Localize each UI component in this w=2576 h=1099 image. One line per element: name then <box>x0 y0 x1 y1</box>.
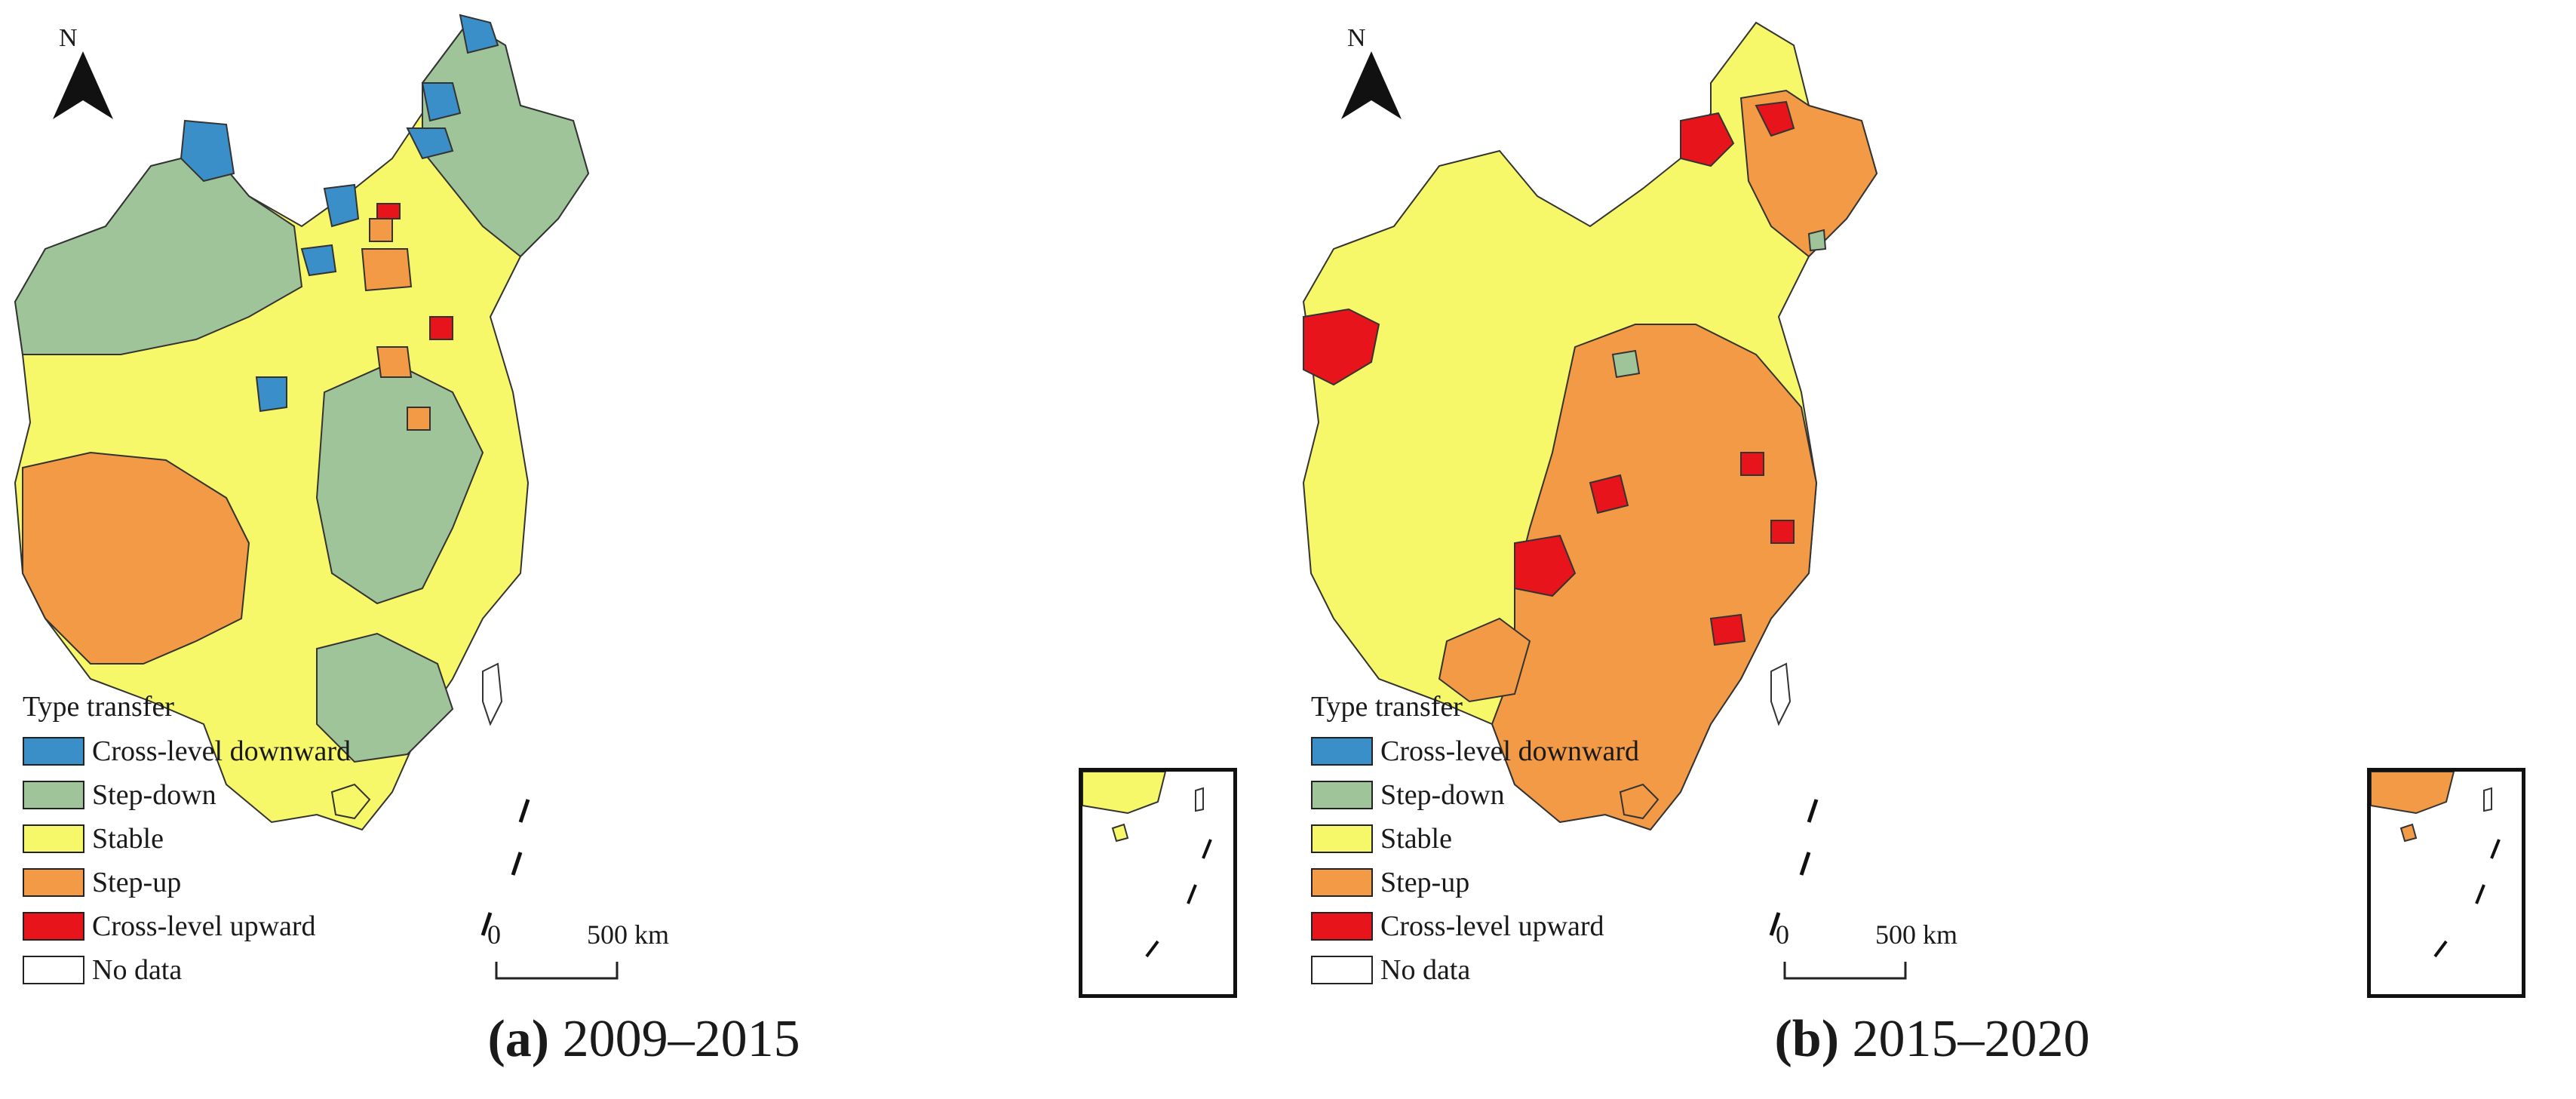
north-label: N <box>59 24 78 52</box>
scale-start: 0 <box>487 919 501 950</box>
island-hainan <box>1619 783 1660 820</box>
region-central <box>315 361 484 605</box>
legend-swatch <box>1311 737 1373 766</box>
patch-blue-3 <box>421 82 462 122</box>
china-map-a <box>14 14 590 936</box>
legend-item: Stable <box>1311 817 1639 861</box>
legend-item: Cross-level upward <box>1311 904 1639 948</box>
legend-item: Cross-level downward <box>1311 729 1639 773</box>
legend: Type transfer Cross-level downward Step-… <box>1311 690 1639 992</box>
scale-bar <box>1783 962 1907 980</box>
patch-green-1 <box>1611 349 1641 379</box>
legend-swatch <box>1311 912 1373 941</box>
patch-blue-6 <box>300 244 337 277</box>
patch-blue-2 <box>459 14 499 54</box>
region-tibet-south <box>1438 617 1531 703</box>
legend-item: Step-up <box>23 861 351 904</box>
legend-swatch <box>23 912 84 941</box>
region-northeast <box>422 21 590 258</box>
region-south <box>316 632 454 763</box>
island-taiwan <box>1770 662 1792 726</box>
caption-period: 2009–2015 <box>562 1010 800 1068</box>
patch-red-central <box>1589 474 1629 514</box>
north-arrow-icon <box>53 51 113 119</box>
region-xinjiang <box>14 149 303 355</box>
scale-start: 0 <box>1776 919 1789 950</box>
legend-item: Step-down <box>23 773 351 817</box>
legend-swatch <box>1311 781 1373 809</box>
patch-red-east-1 <box>1740 452 1764 476</box>
scale-end: 500 km <box>1875 919 1958 950</box>
scale-bar <box>495 962 619 980</box>
legend-swatch <box>1311 868 1373 897</box>
patch-orange-1 <box>369 218 393 242</box>
patch-blue-7 <box>255 376 287 413</box>
legend-swatch <box>23 956 84 984</box>
legend-item: No data <box>1311 948 1639 992</box>
legend-item: Stable <box>23 817 351 861</box>
legend-item: Step-down <box>1311 773 1639 817</box>
legend-title: Type transfer <box>23 691 174 723</box>
patch-blue-1 <box>180 119 235 183</box>
region-tibet <box>22 451 250 665</box>
china-map-b <box>1302 21 1878 936</box>
legend-item: Cross-level upward <box>23 904 351 948</box>
patch-red-east-2 <box>1770 520 1795 544</box>
legend-swatch <box>23 824 84 853</box>
caption-a: (a) 2009–2015 <box>0 1009 1288 1070</box>
patch-blue-5 <box>323 183 360 228</box>
patch-red-ne <box>1755 100 1795 137</box>
legend-swatch <box>1311 824 1373 853</box>
patch-red-south <box>1709 613 1746 646</box>
caption-letter: (a) <box>487 1010 550 1068</box>
patch-red-1 <box>376 203 401 219</box>
patch-green-2 <box>1807 229 1827 252</box>
north-label: N <box>1347 24 1366 52</box>
patch-red-sichuan <box>1514 534 1577 597</box>
caption-period: 2015–2020 <box>1852 1010 2090 1068</box>
legend-swatch <box>1311 956 1373 984</box>
legend: Type transfer Cross-level downward Step-… <box>23 690 351 992</box>
patch-orange-4 <box>407 407 431 431</box>
south-china-sea-inset <box>1079 768 1237 998</box>
patch-orange-3 <box>376 346 413 378</box>
caption-b: (b) 2015–2020 <box>1288 1009 2576 1070</box>
legend-swatch <box>23 737 84 766</box>
island-hainan <box>330 783 371 820</box>
patch-orange-2 <box>361 248 413 292</box>
legend-item: Cross-level downward <box>23 729 351 773</box>
caption-letter: (b) <box>1774 1010 1840 1068</box>
island-taiwan <box>482 662 503 726</box>
patch-red-2 <box>429 316 453 340</box>
legend-swatch <box>23 868 84 897</box>
legend-item: No data <box>23 948 351 992</box>
legend-swatch <box>23 781 84 809</box>
south-china-sea-inset <box>2367 768 2525 998</box>
scale-end: 500 km <box>587 919 670 950</box>
map-panel-a: N Type transfer Cross-level downward Ste… <box>0 14 1288 1070</box>
legend-title: Type transfer <box>1311 691 1463 723</box>
region-east-orange <box>1491 324 1818 831</box>
legend-item: Step-up <box>1311 861 1639 904</box>
patch-blue-4 <box>406 127 454 160</box>
map-panel-b: N Type transfer Cross-level downward Ste… <box>1288 0 2576 1099</box>
patch-red-west <box>1303 308 1380 386</box>
north-arrow-icon <box>1341 51 1402 119</box>
patch-red-mongolia <box>1680 112 1735 167</box>
